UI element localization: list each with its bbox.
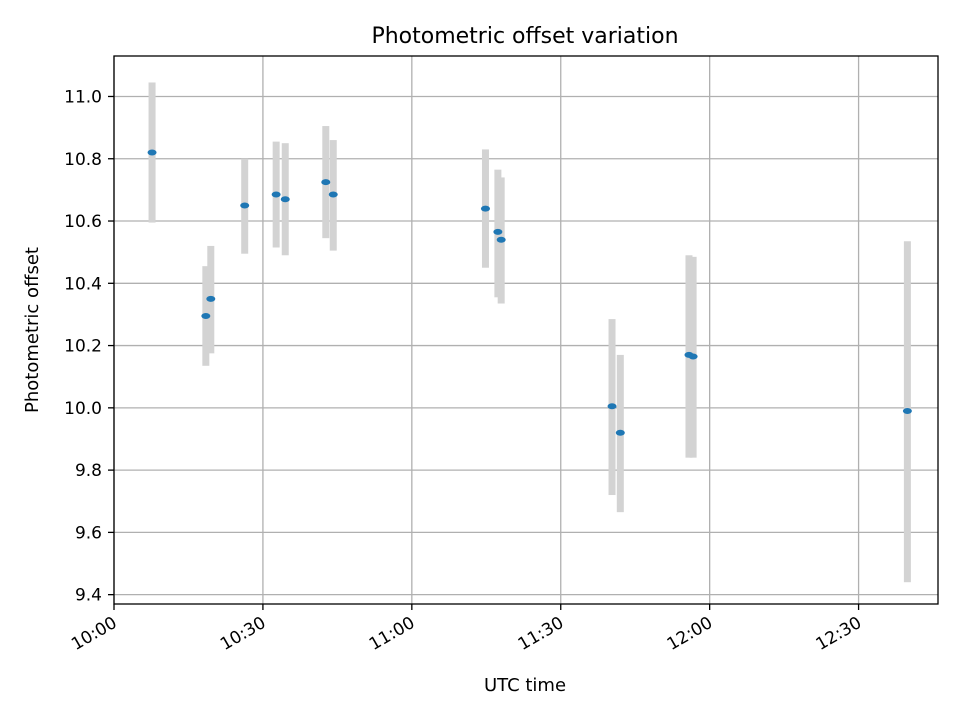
data-point — [321, 179, 331, 186]
chart-title: Photometric offset variation — [371, 24, 678, 49]
data-point — [615, 429, 625, 436]
x-axis-ticks: 10:00 10:30 11:00 11:30 12:00 12:30 — [68, 604, 865, 655]
y-tick-label: 9.8 — [75, 461, 102, 481]
data-point — [240, 202, 250, 209]
y-tick-label: 9.4 — [75, 586, 102, 606]
data-point — [480, 205, 490, 212]
y-tick-label: 10.0 — [64, 399, 102, 419]
x-axis-label: UTC time — [484, 675, 566, 696]
data-point — [493, 228, 503, 235]
x-tick-label: 10:00 — [68, 613, 120, 655]
data-point — [206, 295, 216, 302]
data-point — [271, 191, 281, 198]
y-tick-label: 10.2 — [64, 337, 102, 357]
data-point — [688, 353, 698, 360]
data-point — [902, 407, 912, 414]
y-tick-label: 10.4 — [64, 274, 102, 294]
y-axis-label: Photometric offset — [22, 247, 43, 413]
data-points — [147, 149, 912, 436]
data-point — [496, 236, 506, 243]
x-tick-label: 12:30 — [813, 613, 865, 655]
y-axis-ticks: 9.4 9.6 9.8 10.0 10.2 10.4 10.6 10.8 11.0 — [64, 87, 114, 606]
x-tick-label: 12:00 — [664, 613, 716, 655]
data-point — [147, 149, 157, 156]
x-tick-label: 11:30 — [515, 613, 567, 655]
data-point — [280, 196, 290, 203]
x-tick-label: 10:30 — [217, 613, 269, 655]
y-tick-label: 11.0 — [64, 87, 102, 107]
data-point — [201, 312, 211, 319]
x-tick-label: 11:00 — [366, 613, 418, 655]
y-tick-label: 10.8 — [64, 150, 102, 170]
data-point — [328, 191, 338, 198]
y-tick-label: 9.6 — [75, 523, 102, 543]
y-tick-label: 10.6 — [64, 212, 102, 232]
data-point — [607, 403, 617, 410]
grid-lines — [113, 56, 938, 604]
plot-frame — [113, 55, 939, 605]
